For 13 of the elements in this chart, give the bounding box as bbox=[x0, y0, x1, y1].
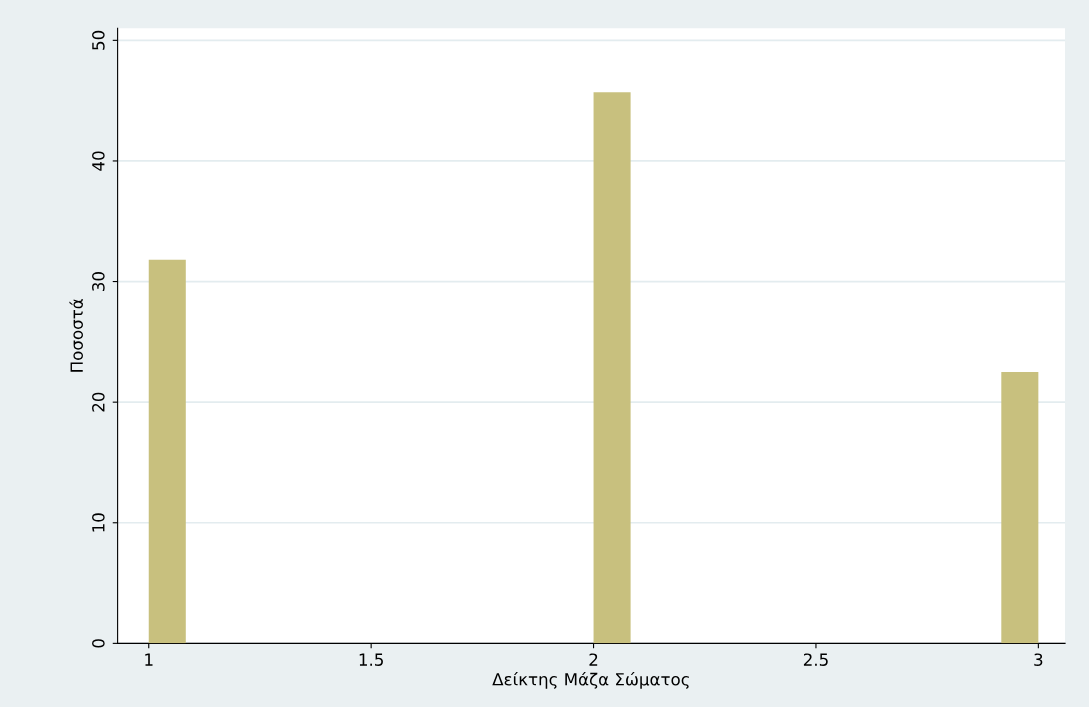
y-tick-label: 30 bbox=[92, 272, 105, 291]
y-tick-label: 40 bbox=[92, 151, 105, 171]
x-tick-label: 3 bbox=[1034, 653, 1043, 666]
x-tick-label: 1.5 bbox=[359, 653, 383, 666]
y-tick-label: 0 bbox=[92, 639, 105, 648]
x-tick-label: 2.5 bbox=[803, 653, 828, 666]
x-tick-label: 1 bbox=[145, 653, 153, 666]
x-tick-label: 2 bbox=[589, 653, 598, 666]
x-axis-title: Δείκτης Μάζα Σώματος bbox=[492, 672, 689, 689]
y-tick-label: 50 bbox=[92, 30, 105, 50]
y-tick-label: 10 bbox=[92, 513, 105, 532]
y-tick-label: 20 bbox=[92, 392, 105, 412]
y-axis-title: Ποσοστά bbox=[69, 299, 83, 372]
